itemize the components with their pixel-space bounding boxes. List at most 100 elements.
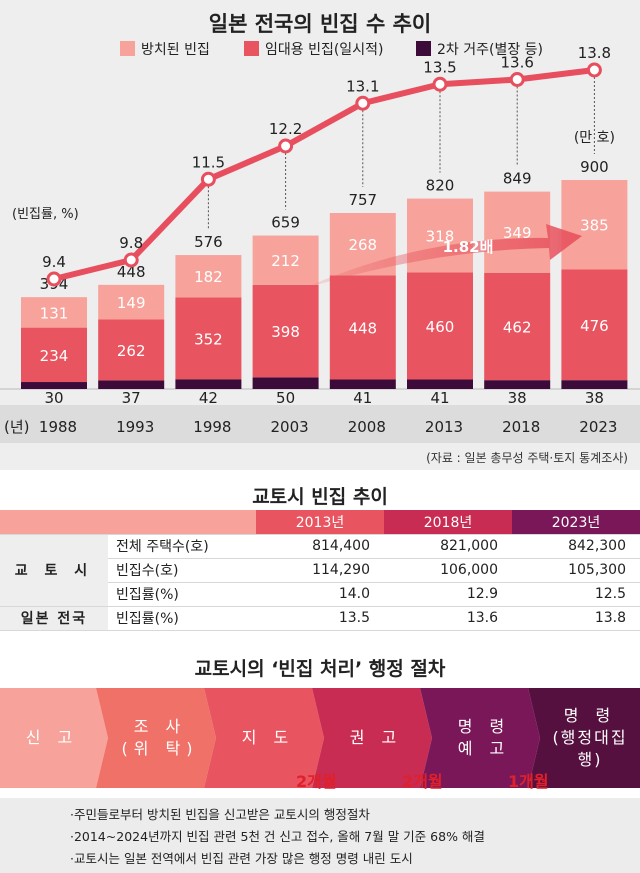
data-label-abandoned: 349 (503, 224, 532, 242)
rate-label: 9.8 (119, 234, 143, 252)
data-label-second-home: 38 (508, 389, 527, 407)
step-arrow (96, 688, 216, 788)
table-row: 빈집수(호) 114,290 106,000 105,300 (0, 558, 640, 583)
table-cell: 814,400 (256, 534, 384, 559)
group-label-kyoto: 교 토 시 (0, 534, 108, 607)
table-cell: 106,000 (384, 558, 512, 583)
step-survey: 조 사 (위 탁) (121, 717, 199, 758)
growth-annotation: 1.82배 (443, 238, 494, 256)
data-label-rental: 352 (194, 330, 223, 348)
duration-label: 1개월 (508, 772, 549, 791)
bar-second-home (175, 379, 242, 389)
bar-second-home (252, 377, 319, 389)
rate-point (278, 138, 294, 154)
table-cell: 105,300 (512, 558, 640, 583)
step-arrow (420, 688, 540, 788)
bar-rental (21, 327, 87, 383)
bar-abandoned (175, 255, 242, 298)
table-cell: 12.9 (384, 582, 512, 607)
note-line: ·주민들로부터 방치된 빈집을 신고받은 교토시의 행정절차 (70, 807, 370, 822)
table-header-year: 2023년 (512, 510, 640, 535)
data-label-second-home: 50 (276, 389, 295, 407)
rate-label: 12.2 (269, 120, 302, 138)
bar-rental (561, 269, 628, 381)
kyoto-table-title: 교토시 빈집 추이 (252, 486, 388, 508)
duration-label: 2개월 (402, 772, 443, 791)
legend-entry: 방치된 빈집 (141, 42, 210, 58)
data-label-total: 659 (271, 214, 300, 232)
step-recommend: 권 고 (349, 728, 403, 747)
x-tick-label: 1998 (193, 418, 231, 436)
table-header-blank (0, 510, 256, 535)
step-arrow (528, 688, 640, 788)
bar-second-home (484, 380, 551, 389)
procedure-title: 교토시의 ‘빈집 처리’ 행정 절차 (194, 658, 446, 680)
table-header-year: 2018년 (384, 510, 512, 535)
bar-rental (175, 297, 242, 380)
rate-point (355, 95, 371, 111)
data-label-total: 757 (348, 191, 377, 209)
bar-rental (407, 272, 473, 380)
table-row: 빈집률(%) 14.0 12.9 12.5 (0, 582, 640, 607)
step-guidance: 지 도 (241, 728, 295, 747)
year-band (0, 405, 640, 443)
rate-point (46, 271, 62, 287)
duration-label: 2개월 (296, 772, 337, 791)
rate-line (51, 67, 598, 282)
data-label-abandoned: 149 (117, 294, 146, 312)
chart-title: 일본 전국의 빈집 수 추이 (208, 12, 432, 36)
step-arrow (0, 688, 108, 788)
data-label-rental: 460 (426, 318, 455, 336)
legend-swatch (244, 41, 259, 56)
data-label-second-home: 30 (44, 389, 63, 407)
table-header-year: 2013년 (256, 510, 384, 535)
growth-arrow (300, 224, 582, 290)
bar-rental (252, 284, 319, 378)
data-label-total: 448 (117, 263, 146, 281)
bar-abandoned (561, 179, 628, 270)
row-label: 전체 주택수(호) (108, 534, 256, 559)
data-label-abandoned: 318 (426, 228, 455, 246)
bar-second-home (98, 380, 165, 389)
table-cell: 12.5 (512, 582, 640, 607)
data-label-total: 576 (194, 233, 223, 251)
legend-entry: 2차 거주(별장 등) (437, 42, 543, 58)
x-tick-label: 2023 (579, 418, 617, 436)
rate-label: 11.5 (192, 153, 225, 171)
table-row: 일본 전국 빈집률(%) 13.5 13.6 13.8 (0, 606, 640, 631)
step-report: 신 고 (25, 728, 79, 747)
bar-rental (329, 275, 396, 380)
data-label-abandoned: 182 (194, 268, 223, 286)
step-order: 명 령 (행정대집행) (552, 706, 628, 769)
bar-second-home (407, 379, 473, 389)
data-label-rental: 448 (348, 319, 377, 337)
x-tick-label: 2013 (425, 418, 463, 436)
bar-abandoned (98, 284, 165, 320)
table-cell: 14.0 (256, 582, 384, 607)
data-label-abandoned: 385 (580, 217, 609, 235)
rate-point (509, 72, 525, 87)
data-label-rental: 234 (40, 347, 69, 365)
data-label-total: 900 (580, 158, 609, 176)
table-cell: 13.6 (384, 606, 512, 631)
data-label-second-home: 42 (199, 389, 218, 407)
chart-source: (자료 : 일본 총무성 주택·토지 통계조사) (426, 451, 628, 465)
step-arrow (312, 688, 432, 788)
group-label-japan: 일본 전국 (0, 606, 108, 631)
rate-label: 13.8 (578, 44, 611, 62)
rate-label: 13.5 (423, 58, 456, 76)
data-label-rental: 398 (271, 323, 300, 341)
data-label-second-home: 41 (430, 389, 449, 407)
kyoto-table: 2013년 2018년 2023년 교 토 시 전체 주택수(호) 814,40… (0, 510, 640, 631)
bar-rental (484, 272, 551, 381)
procedure-flow (0, 688, 640, 788)
step-arrow (204, 688, 324, 788)
x-tick-label: 2008 (348, 418, 386, 436)
rate-point (200, 171, 216, 187)
data-label-abandoned: 131 (40, 304, 69, 322)
table-cell: 842,300 (512, 534, 640, 559)
data-label-second-home: 37 (122, 389, 141, 407)
table-row: 교 토 시 전체 주택수(호) 814,400 821,000 842,300 (0, 534, 640, 607)
legend-swatch (120, 41, 135, 56)
